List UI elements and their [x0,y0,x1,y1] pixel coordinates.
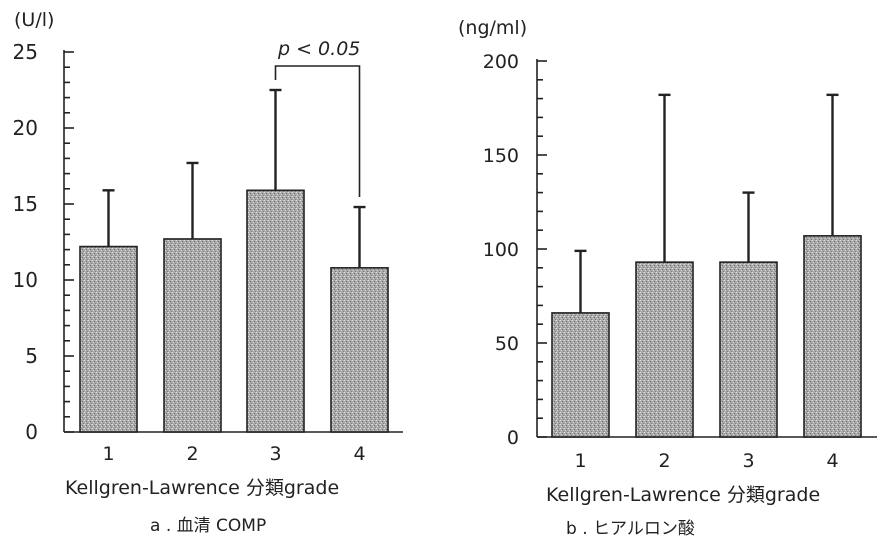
chart-b-xtick-label: 1 [574,450,586,472]
chart-a-xtick-label: 2 [186,443,198,465]
chart-a-ytick-label: 10 [13,268,38,292]
chart-a-bar-1 [79,245,138,433]
chart-b-xtick-label: 4 [826,450,838,472]
chart-a-plot-area: 0 5 10 15 20 25 1 2 3 4 [13,40,403,465]
chart-b-bar-3 [719,261,778,438]
chart-b-bar-2 [635,261,694,438]
chart-a-ytick-label: 25 [13,40,38,64]
chart-a-significance-label: p < 0.05 [277,38,360,60]
chart-b-plot-area: 0 50 100 150 200 1 2 3 4 [483,51,877,472]
chart-b-xtick-label: 2 [658,450,670,472]
chart-b-ytick-label: 100 [483,239,519,261]
chart-a-bar-3 [246,189,305,433]
chart-b-bar-1 [551,312,610,438]
chart-a: (U/l) Kellgren-Lawrence 分類grade a . 血清 C… [13,9,403,536]
chart-a-ytick-label: 5 [25,344,38,368]
chart-a-ytick-label: 15 [13,192,38,216]
chart-a-caption: a . 血清 COMP [150,516,266,536]
chart-b-ytick-label: 0 [507,427,519,449]
chart-b-ytick-label: 150 [483,145,519,167]
chart-a-bar-2 [163,238,222,433]
chart-b-xlabel: Kellgren-Lawrence 分類grade [546,484,820,506]
chart-a-xtick-label: 3 [269,443,281,465]
chart-b-caption: b . ヒアルロン酸 [566,519,695,539]
chart-b-ylabel: (ng/ml) [458,17,527,39]
chart-b-ytick-label: 50 [495,333,519,355]
chart-a-xlabel: Kellgren-Lawrence 分類grade [65,477,339,499]
chart-a-ytick-label: 0 [25,420,38,444]
chart-a-ytick-label: 20 [13,116,38,140]
chart-b-xtick-label: 3 [742,450,754,472]
chart-b: (ng/ml) Kellgren-Lawrence 分類grade b . ヒア… [458,17,877,539]
chart-a-bar-4 [330,267,389,433]
chart-a-xtick-label: 1 [102,443,114,465]
chart-b-bar-4 [803,235,862,438]
chart-a-ylabel: (U/l) [14,9,54,31]
chart-a-xtick-label: 4 [353,443,365,465]
chart-b-ytick-label: 200 [483,51,519,73]
chart-a-significance-bracket [274,65,361,198]
